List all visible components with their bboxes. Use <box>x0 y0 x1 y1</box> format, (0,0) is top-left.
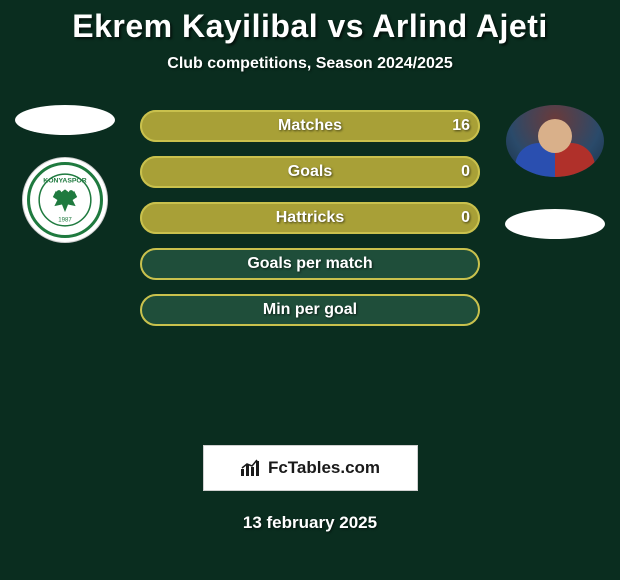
brand-text: FcTables.com <box>268 458 380 478</box>
comparison-arena: KONYASPOR 1987 Matches 16 Goals 0 Hattricks 0… <box>0 105 620 445</box>
left-club-badge: KONYASPOR 1987 <box>22 157 108 243</box>
comparison-subtitle: Club competitions, Season 2024/2025 <box>0 55 620 73</box>
bar-chart-icon <box>240 459 262 477</box>
stat-label: Hattricks <box>276 209 344 227</box>
stat-row: Matches 16 <box>140 110 480 142</box>
right-player-column <box>500 105 610 239</box>
right-club-placeholder-oval <box>505 209 605 239</box>
stat-row: Goals 0 <box>140 156 480 188</box>
stat-label: Goals per match <box>247 255 372 273</box>
brand-box[interactable]: FcTables.com <box>203 445 418 491</box>
stat-value-right: 0 <box>461 163 470 181</box>
stat-label: Goals <box>288 163 332 181</box>
svg-text:1987: 1987 <box>58 216 72 223</box>
svg-text:KONYASPOR: KONYASPOR <box>43 178 86 185</box>
comparison-title: Ekrem Kayilibal vs Arlind Ajeti <box>0 0 620 45</box>
stat-row: Hattricks 0 <box>140 202 480 234</box>
stat-label: Min per goal <box>263 301 357 319</box>
stat-row: Goals per match <box>140 248 480 280</box>
stat-label: Matches <box>278 117 342 135</box>
konyaspor-crest-icon: KONYASPOR 1987 <box>27 162 103 238</box>
right-player-photo <box>506 105 604 177</box>
stat-rows: Matches 16 Goals 0 Hattricks 0 Goals per match… <box>140 110 480 340</box>
stat-row: Min per goal <box>140 294 480 326</box>
stat-value-right: 16 <box>452 117 470 135</box>
left-player-column: KONYASPOR 1987 <box>10 105 120 243</box>
player-head <box>538 119 572 153</box>
snapshot-date: 13 february 2025 <box>0 513 620 533</box>
stat-value-right: 0 <box>461 209 470 227</box>
left-player-placeholder-oval <box>15 105 115 135</box>
